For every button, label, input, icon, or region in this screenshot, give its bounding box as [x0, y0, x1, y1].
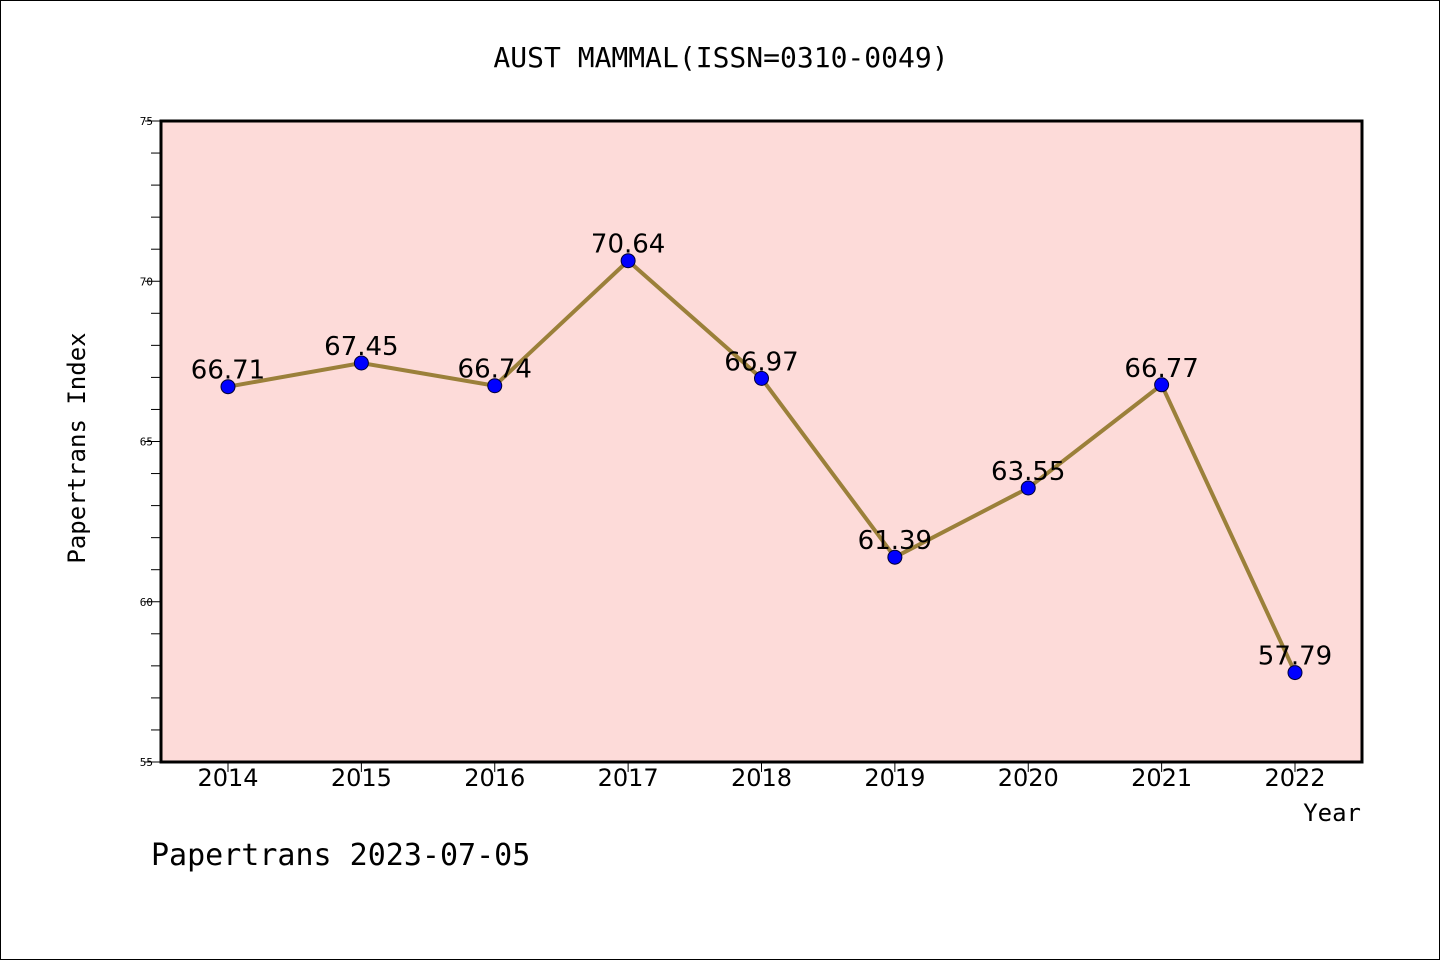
data-point [1154, 377, 1170, 393]
chart-title: AUST MAMMAL(ISSN=0310-0049) [493, 41, 948, 74]
x-tick-label: 2020 [998, 764, 1059, 792]
x-tick-label: 2017 [598, 764, 659, 792]
plot-area [159, 119, 1364, 764]
x-tick-label: 2022 [1264, 764, 1325, 792]
data-point [487, 378, 503, 394]
data-point [620, 253, 636, 269]
data-point [1287, 665, 1303, 681]
y-axis-label: Papertrans Index [63, 332, 91, 563]
x-tick-label: 2019 [864, 764, 925, 792]
x-tick-label: 2015 [331, 764, 392, 792]
x-tick-label: 2021 [1131, 764, 1192, 792]
y-tick-label: 55 [140, 756, 153, 769]
y-tick-label: 65 [140, 436, 153, 449]
y-tick-label: 60 [140, 596, 153, 609]
data-point [353, 355, 369, 371]
y-tick-label: 70 [140, 275, 153, 288]
data-point [1020, 480, 1036, 496]
y-tick-label: 75 [140, 115, 153, 128]
x-tick-label: 2014 [197, 764, 258, 792]
data-point [220, 379, 236, 395]
x-axis: 2014 2015 2016 2017 2018 2019 2020 2021 2022 [197, 762, 1326, 792]
data-point [754, 370, 769, 386]
data-point [887, 549, 903, 565]
series-group: 66.7167.4566.7470.6466.9761.3963.5566.77… [191, 230, 1332, 681]
x-axis-label: Year [1303, 799, 1361, 827]
x-tick-label: 2016 [464, 764, 525, 792]
y-axis: 55 60 65 70 75 [140, 115, 161, 769]
footer-text: Papertrans 2023-07-05 [151, 838, 530, 873]
x-tick-label: 2018 [731, 764, 792, 792]
